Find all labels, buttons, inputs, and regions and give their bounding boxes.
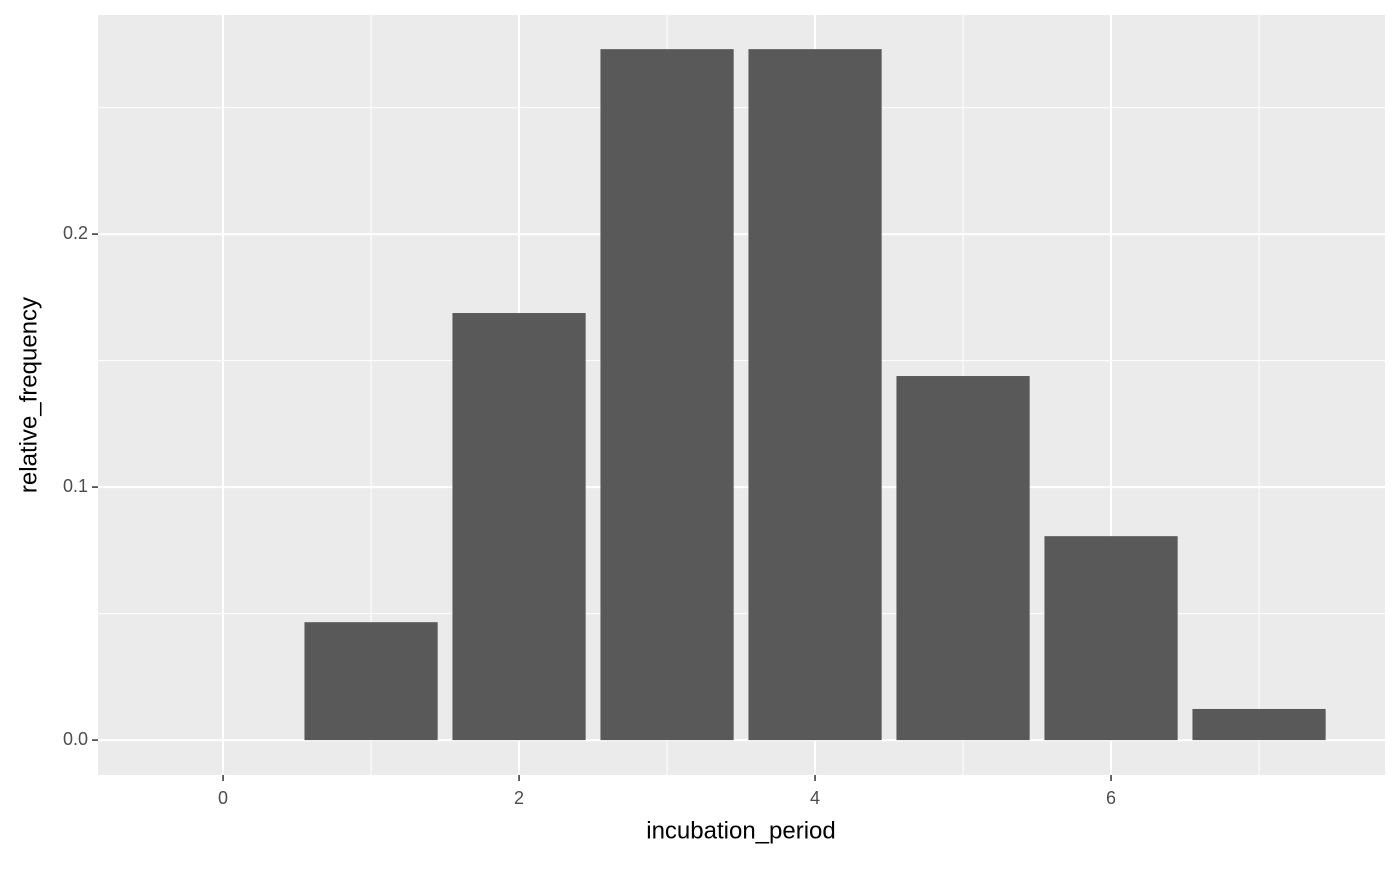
x-tick-label: 6 [1106, 788, 1116, 808]
x-tick-label: 0 [218, 788, 228, 808]
x-axis-title: incubation_period [646, 817, 835, 844]
y-tick-label: 0.2 [63, 223, 88, 243]
x-tick-label: 4 [810, 788, 820, 808]
bar [1192, 708, 1326, 741]
bar [748, 49, 882, 741]
y-tick-label: 0.1 [63, 476, 88, 496]
bar [1044, 536, 1178, 741]
y-tick-label: 0.0 [63, 729, 88, 749]
bar [896, 376, 1030, 741]
bar [452, 313, 586, 741]
y-axis-title: relative_frequency [15, 297, 42, 493]
x-tick-label: 2 [514, 788, 524, 808]
bar [600, 49, 734, 741]
panel [98, 15, 1385, 775]
bar [304, 622, 438, 741]
